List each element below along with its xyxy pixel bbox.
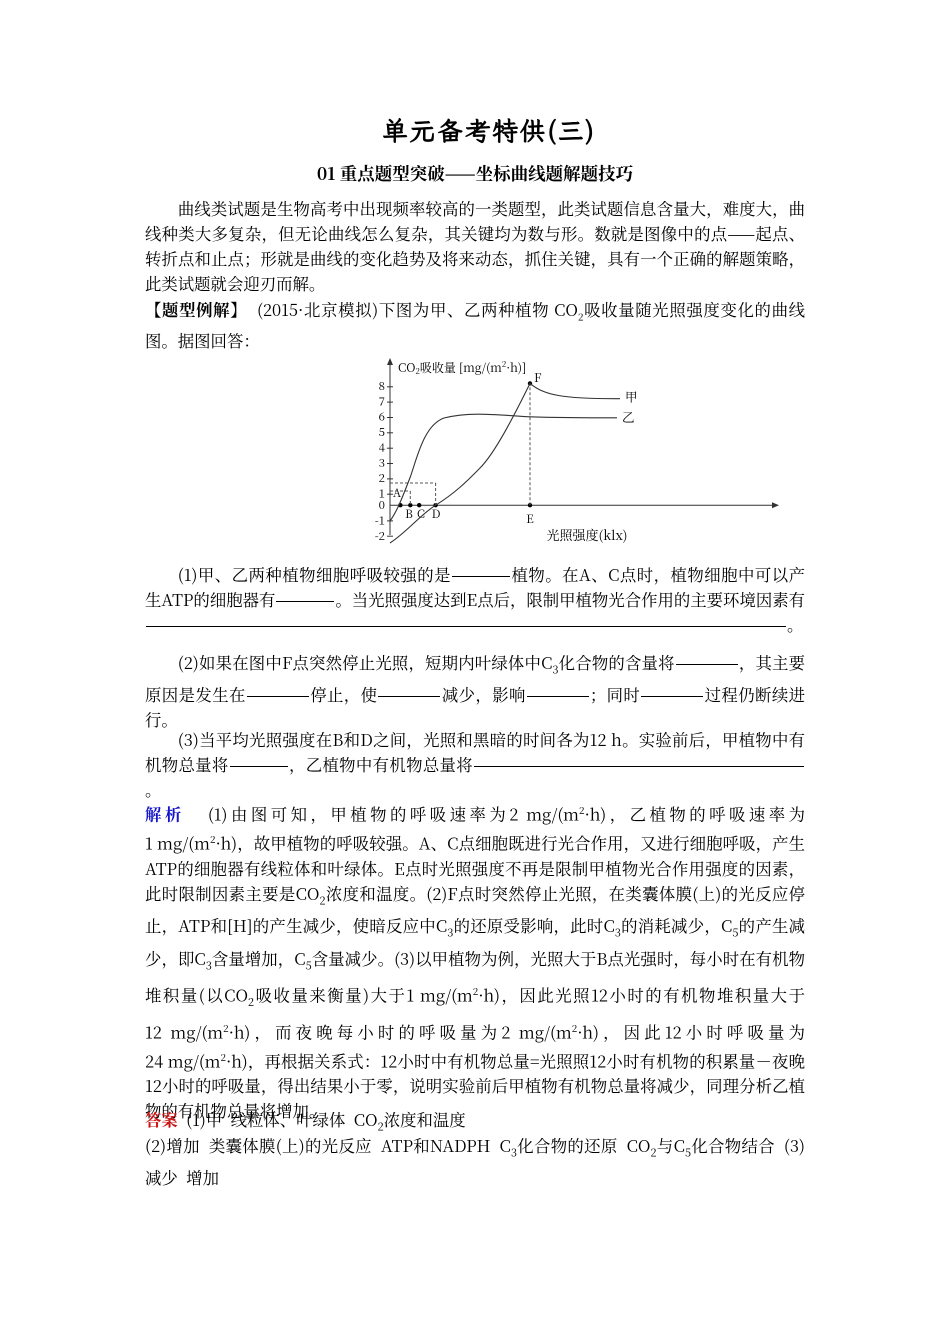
svg-text:3: 3 [379, 455, 385, 471]
svg-text:6: 6 [379, 409, 385, 425]
svg-text:0: 0 [379, 497, 385, 513]
svg-text:4: 4 [379, 440, 386, 456]
svg-text:E: E [526, 511, 534, 527]
svg-text:5: 5 [379, 424, 385, 440]
svg-text:光照强度(klx): 光照强度(klx) [546, 525, 627, 544]
svg-text:B: B [405, 506, 413, 522]
svg-text:2: 2 [379, 470, 385, 486]
svg-text:-1: -1 [375, 513, 385, 529]
svg-text:F: F [534, 369, 542, 386]
svg-text:A: A [393, 485, 402, 501]
svg-text:乙: 乙 [622, 408, 635, 426]
svg-text:7: 7 [379, 393, 385, 409]
svg-text:-2: -2 [375, 528, 385, 544]
svg-text:8: 8 [379, 378, 385, 394]
svg-text:CO2吸收量 [mg/(m2·h)]: CO2吸收量 [mg/(m2·h)] [398, 359, 526, 377]
svg-text:甲: 甲 [625, 388, 638, 406]
svg-text:D: D [432, 506, 441, 522]
